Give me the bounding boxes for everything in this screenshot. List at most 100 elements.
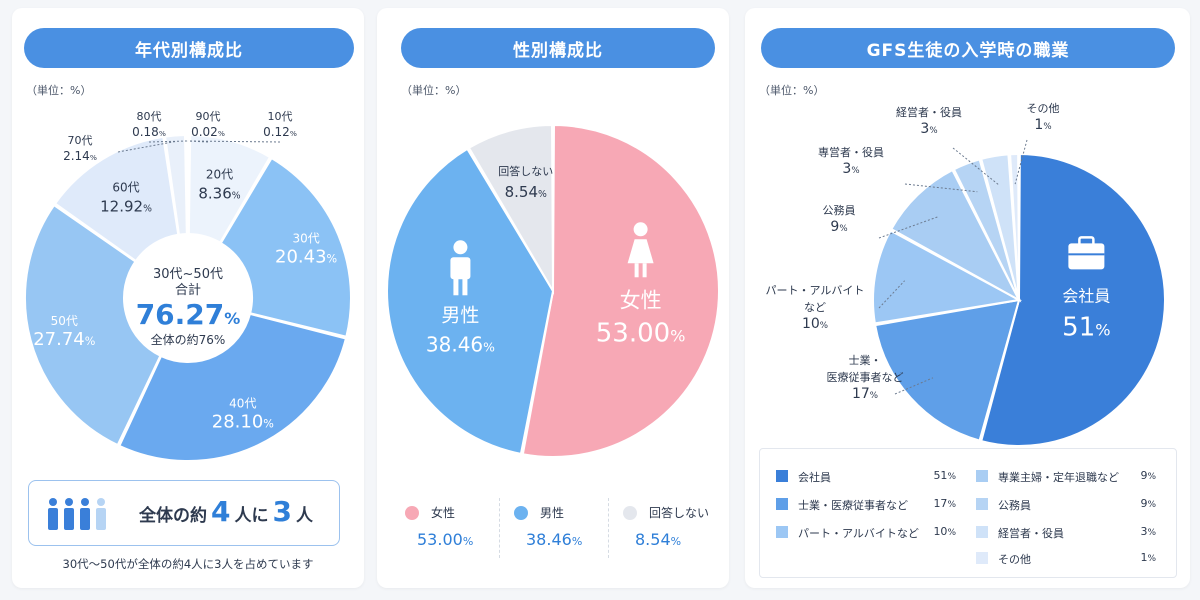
legend-label: 回答しない xyxy=(649,506,710,520)
legend-label: 士業・医療従事者など xyxy=(798,499,908,512)
legend-value: 9% xyxy=(1140,497,1156,510)
occ-leader-3 xyxy=(878,216,939,239)
occupation-legend: 会社員 51% 士業・医療従事者など 17% パート・アルバイトなど 10% 専… xyxy=(759,448,1177,578)
legend-swatch xyxy=(976,470,988,482)
pie-slice-2 xyxy=(467,123,555,295)
center-total-value: 76.27% xyxy=(136,298,241,331)
occupation-title: GFS生徒の入学時の職業 xyxy=(761,28,1175,68)
occupation-legend-item: 会社員 51% xyxy=(776,467,960,485)
age-panel: 年代別構成比 （単位：%） 30代~50代 合計 76.27% 全体の約76% 20代 8… xyxy=(12,8,364,588)
age-label-1: 20代 8.36% xyxy=(198,167,240,202)
occupation-pie-chart: 会社員 51%士業・医療従事者など 17%パート・アルバイトなど 10%公務員 9%専営… xyxy=(766,102,1167,447)
age-note: 30代～50代が全体の約4人に3人を占めています xyxy=(62,557,314,571)
legend-swatch xyxy=(405,506,419,520)
occ-label-4: 専営者・役員 3% xyxy=(818,145,884,177)
legend-label: パート・アルバイトなど xyxy=(798,527,919,540)
legend-label: その他 xyxy=(998,553,1031,566)
pie-slice-5 xyxy=(980,153,1020,301)
legend-label: 会社員 xyxy=(798,471,831,484)
pie-slice-0 xyxy=(980,152,1167,447)
age-label-6: 70代 2.14% xyxy=(63,134,97,163)
legend-value: 10% xyxy=(933,525,956,538)
pie-slice-4 xyxy=(952,158,1020,301)
gender-legend-item: 女性 53.00% xyxy=(391,498,500,558)
legend-value: 1% xyxy=(1140,551,1156,564)
age-label-8: 90代 0.02% xyxy=(191,110,225,139)
female-icon xyxy=(627,222,654,278)
legend-value: 51% xyxy=(933,469,956,482)
occupation-panel: GFS生徒の入学時の職業 （単位：%） 会社員 51% 士業・医療従事者など 17% パ… xyxy=(745,8,1190,588)
legend-swatch xyxy=(776,526,788,538)
gender-unit: （単位：%） xyxy=(401,84,467,97)
center-note: 全体の約76% xyxy=(151,332,226,347)
occupation-unit: （単位：%） xyxy=(759,84,825,97)
occ-leader-5 xyxy=(952,147,1001,187)
occ-label-5: 経営者・役員 3% xyxy=(896,105,962,137)
leader-line-6 xyxy=(117,141,176,153)
legend-label: 公務員 xyxy=(998,499,1031,512)
legend-swatch xyxy=(976,498,988,510)
age-label-5: 60代 12.92% xyxy=(100,181,152,216)
legend-label: 経営者・役員 xyxy=(998,527,1064,540)
age-label-0: 10代 0.12% xyxy=(263,110,297,139)
legend-swatch xyxy=(776,470,788,482)
age-unit: （単位：%） xyxy=(26,84,92,97)
legend-value: 9% xyxy=(1140,469,1156,482)
pie-slice-6 xyxy=(1009,152,1020,301)
leader-line-8 xyxy=(187,140,209,143)
age-label-2: 30代 20.43% xyxy=(275,232,337,268)
gender-legend: 女性 53.00% 男性 38.46% 回答しない 8.54% xyxy=(391,498,717,558)
gender-label-none: 回答しない 8.54% xyxy=(498,164,553,201)
occupation-legend-item: 専業主婦・定年退職など 9% xyxy=(976,467,1160,485)
legend-swatch xyxy=(514,506,528,520)
occupation-legend-item: その他 1% xyxy=(976,549,1160,567)
gender-title: 性別構成比 xyxy=(401,28,715,68)
occ-leader-4 xyxy=(904,183,978,193)
pie-slice-3 xyxy=(890,168,1022,303)
occ-label-2: パート・アルバイトなど 10% xyxy=(766,284,865,332)
pie-slice-0 xyxy=(521,123,720,458)
age-label-7: 80代 0.18% xyxy=(132,110,166,139)
gender-legend-item: 男性 38.46% xyxy=(500,498,609,558)
age-label-4: 50代 27.74% xyxy=(33,314,95,350)
occupation-legend-item: 公務員 9% xyxy=(976,495,1160,513)
legend-swatch xyxy=(623,506,637,520)
gender-panel: 性別構成比 （単位：%） 女性 53.00% 男性 38.46% 回答しない 8.54% … xyxy=(377,8,729,588)
legend-label: 専業主婦・定年退職など xyxy=(998,471,1119,484)
occ-leader-1 xyxy=(894,377,934,395)
donut-hole xyxy=(124,234,252,362)
occ-label-3: 公務員 9% xyxy=(823,203,856,235)
legend-label: 男性 xyxy=(540,506,565,520)
occupation-legend-item: 士業・医療従事者など 17% xyxy=(776,495,960,513)
legend-value: 17% xyxy=(933,497,956,510)
legend-value: 3% xyxy=(1140,525,1156,538)
people-ratio-text: 全体の約 4 人に 3 人 xyxy=(139,495,313,528)
leader-line-0 xyxy=(188,140,281,143)
legend-swatch xyxy=(776,498,788,510)
male-icon xyxy=(450,240,471,296)
gender-label-female: 女性 53.00% xyxy=(596,288,686,348)
gender-legend-item: 回答しない 8.54% xyxy=(609,498,717,558)
occ-label-6: その他 1% xyxy=(1027,102,1060,133)
legend-label: 女性 xyxy=(431,506,456,520)
pie-slice-1 xyxy=(874,298,1021,442)
people-box: 全体の約 4 人に 3 人 xyxy=(28,480,340,546)
legend-swatch xyxy=(976,526,988,538)
legend-value: 8.54% xyxy=(635,530,682,549)
legend-value: 53.00% xyxy=(417,530,474,549)
people-icon xyxy=(48,498,106,530)
legend-swatch xyxy=(976,552,988,564)
pie-slice-1 xyxy=(386,147,555,456)
pie-slice-2 xyxy=(872,229,1023,325)
gender-label-male: 男性 38.46% xyxy=(426,304,495,356)
occupation-legend-item: 経営者・役員 3% xyxy=(976,523,1160,541)
occ-label-1: 士業・医療従事者など 17% xyxy=(827,354,904,402)
gender-pie-chart: 女性 53.00% 男性 38.46% 回答しない 8.54% xyxy=(386,123,720,458)
age-title: 年代別構成比 xyxy=(24,28,354,68)
age-label-3: 40代 28.10% xyxy=(212,397,274,433)
occupation-legend-item: パート・アルバイトなど 10% xyxy=(776,523,960,541)
legend-value: 38.46% xyxy=(526,530,583,549)
briefcase-icon xyxy=(1068,236,1105,270)
center-label-line2: 合計 xyxy=(175,282,201,298)
